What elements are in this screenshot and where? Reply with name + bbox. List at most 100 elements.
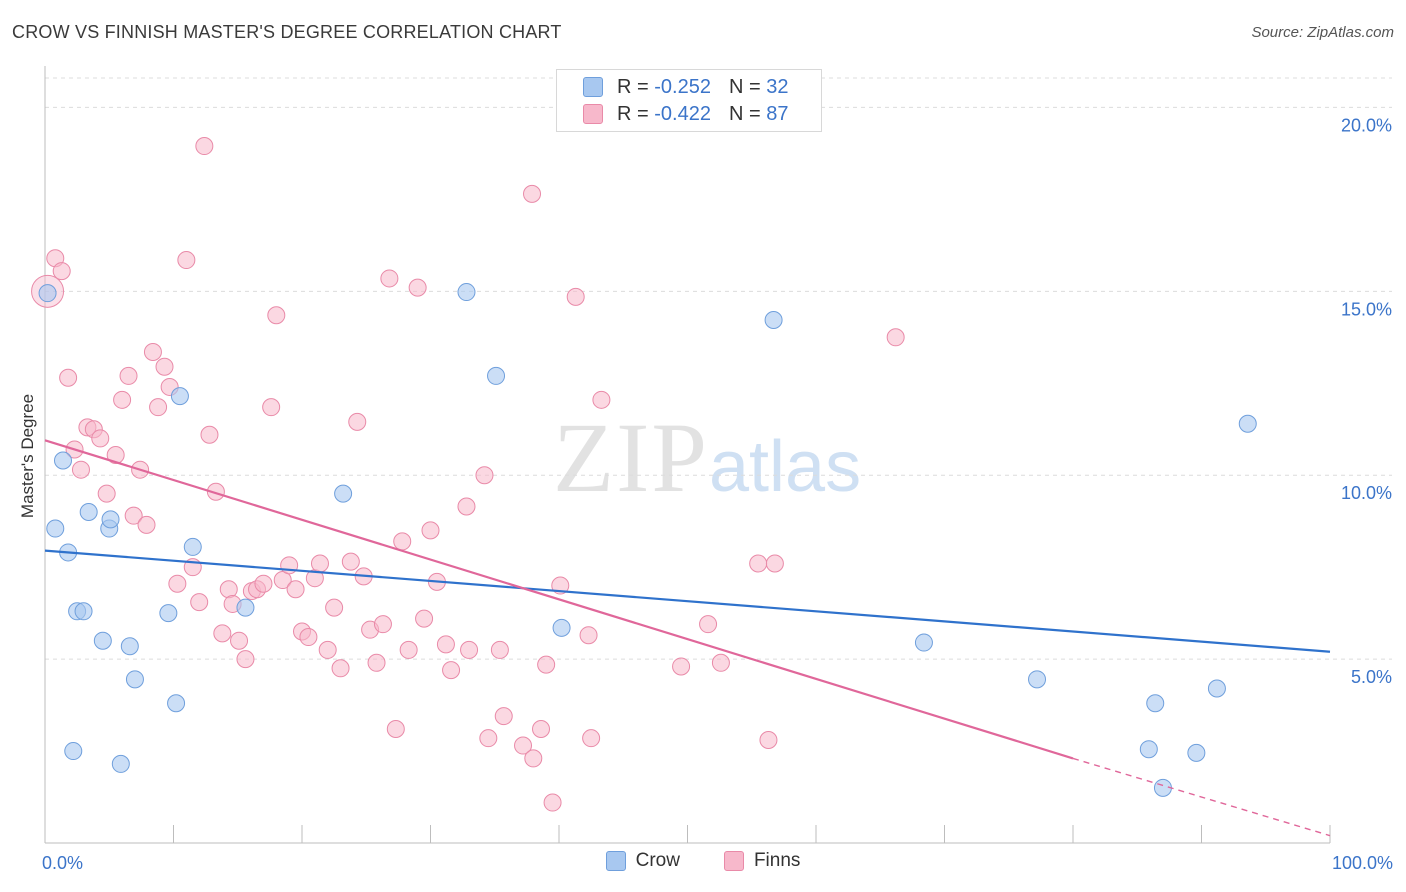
finns-point [523, 184, 542, 203]
finns-point [373, 615, 392, 634]
finns-point [230, 631, 249, 650]
finns-point [97, 484, 116, 503]
finns-point [52, 262, 71, 281]
finns-point [421, 521, 440, 540]
x-tick-label-0: 0.0% [42, 853, 83, 873]
finns-point [341, 552, 360, 571]
crow-n-label: N = [728, 75, 761, 98]
finns-n-label: N = [728, 102, 761, 125]
finns-point [325, 598, 344, 617]
finns-point [886, 328, 905, 347]
crow-point [236, 598, 255, 617]
watermark-atlas: atlas [709, 427, 862, 507]
finns-point [460, 640, 479, 659]
finns-point [168, 574, 187, 593]
finns-point [436, 635, 455, 654]
finns-point [195, 137, 214, 156]
crow-point [38, 284, 57, 303]
y-tick-label-0: 5.0% [1351, 667, 1392, 687]
crow-point [764, 311, 783, 330]
crow-r-label: R = [617, 75, 649, 98]
chart-source: Source: ZipAtlas.com [1251, 24, 1394, 41]
crow-point [457, 283, 476, 302]
crow-point [1238, 414, 1257, 433]
finns-point [393, 532, 412, 551]
series-legend: Crow Finns [0, 850, 1406, 872]
finns-point [331, 659, 350, 678]
finns-point [310, 554, 329, 573]
crow-point [1207, 679, 1226, 698]
finns-point [537, 655, 556, 674]
finns-point [711, 653, 730, 672]
finns-point [137, 515, 156, 534]
finns-point [286, 580, 305, 599]
finns-point [213, 624, 232, 643]
finns-point [254, 574, 273, 593]
finns-point [267, 306, 286, 325]
legend-row-crow: R = -0.252 N = 32 [583, 74, 788, 100]
crow-point [183, 537, 202, 556]
finns-point [759, 731, 778, 750]
finns-point [514, 736, 533, 755]
legend-item-crow: Crow [605, 850, 680, 872]
crow-point [552, 618, 571, 637]
finns-point [566, 287, 585, 306]
crow-point [125, 670, 144, 689]
crow-point [1028, 670, 1047, 689]
crow-point [79, 502, 98, 521]
finns-point [200, 425, 219, 444]
finns-trend-line [44, 439, 1074, 760]
crow-point [1139, 740, 1158, 759]
finns-point [367, 653, 386, 672]
finns-point [415, 609, 434, 628]
finns-point [380, 269, 399, 288]
finns-point [765, 554, 784, 573]
finns-swatch [583, 104, 603, 124]
crow-point [64, 742, 83, 761]
finns-point [475, 466, 494, 485]
crow-point [120, 637, 139, 656]
crow-n-value: 32 [766, 75, 789, 98]
finns-point [71, 460, 90, 479]
finns-point [59, 368, 78, 387]
finns-point [155, 357, 174, 376]
finns-point [143, 343, 162, 362]
finns-point [442, 661, 461, 680]
finns-point [457, 497, 476, 516]
finns-point [348, 412, 367, 431]
crow-point [53, 451, 72, 470]
correlation-legend: R = -0.252 N = 32 R = -0.422 N = 87 [556, 69, 822, 132]
crow-point [334, 484, 353, 503]
finns-point [399, 640, 418, 659]
legend-item-finns: Finns [723, 850, 801, 872]
legend-finns-label: Finns [753, 850, 801, 871]
finns-r-value: -0.422 [654, 102, 711, 125]
crow-point [167, 694, 186, 713]
finns-point [219, 580, 238, 599]
watermark-zip: ZIP [553, 402, 709, 513]
finns-point [91, 429, 110, 448]
zipatlas-watermark: ZIPatlas [553, 400, 861, 515]
crow-point [93, 631, 112, 650]
crow-swatch [583, 77, 603, 97]
y-tick-label-1: 10.0% [1341, 483, 1392, 503]
finns-point [262, 398, 281, 417]
crow-point [487, 366, 506, 385]
crow-r-value: -0.252 [654, 75, 711, 98]
finns-point [119, 366, 138, 385]
crow-point [74, 602, 93, 621]
finns-point [386, 719, 405, 738]
finns-trend-extension [1072, 757, 1331, 837]
finns-point [318, 640, 337, 659]
legend-crow-label: Crow [635, 850, 680, 871]
legend-finns-swatch [723, 851, 744, 871]
crow-point [1146, 694, 1165, 713]
finns-point [124, 506, 143, 525]
y-tick-label-2: 15.0% [1341, 299, 1392, 319]
crow-point [111, 754, 130, 773]
finns-point [206, 482, 225, 501]
finns-point [532, 719, 551, 738]
finns-point [524, 749, 543, 768]
chart-title: CROW VS FINNISH MASTER'S DEGREE CORRELAT… [12, 22, 562, 42]
